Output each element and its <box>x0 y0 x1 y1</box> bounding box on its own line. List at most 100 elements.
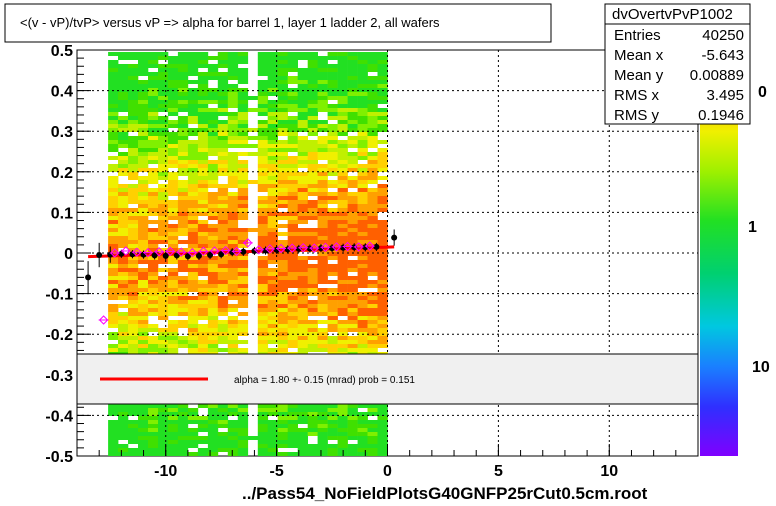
heatmap-cell <box>237 244 249 248</box>
heatmap-cell <box>267 192 278 196</box>
heatmap-cell <box>327 232 338 236</box>
heatmap-cell <box>217 52 229 56</box>
heatmap-cell <box>247 436 259 440</box>
heatmap-cell <box>138 116 149 120</box>
heatmap-cell <box>307 100 318 104</box>
heatmap-cell <box>237 212 249 216</box>
heatmap-cell <box>367 300 378 304</box>
heatmap-cell <box>187 120 199 124</box>
heatmap-cell <box>187 112 199 116</box>
heatmap-cell <box>227 192 239 196</box>
heatmap-cell <box>207 436 219 440</box>
heatmap-cell <box>317 308 328 312</box>
heatmap-cell <box>327 312 338 316</box>
heatmap-cell <box>287 200 298 204</box>
heatmap-cell <box>138 184 149 188</box>
heatmap-cell <box>177 164 189 168</box>
heatmap-cell <box>187 144 199 148</box>
heatmap-cell <box>267 132 278 136</box>
heatmap-cell <box>158 184 169 188</box>
heatmap-cell <box>148 116 159 120</box>
y-tick-label: -0.2 <box>45 327 73 344</box>
heatmap-cell <box>327 424 338 428</box>
heatmap-cell <box>357 76 368 80</box>
heatmap-cell <box>128 104 139 108</box>
heatmap-cell <box>347 436 358 440</box>
heatmap-cell <box>108 260 119 264</box>
heatmap-cell <box>337 232 348 236</box>
heatmap-cell <box>277 108 288 112</box>
heatmap-cell <box>237 436 249 440</box>
heatmap-cell <box>277 232 288 236</box>
heatmap-cell <box>148 248 159 252</box>
heatmap-cell <box>327 148 338 152</box>
heatmap-cell <box>177 432 189 436</box>
heatmap-cell <box>297 228 308 232</box>
heatmap-cell <box>377 52 388 56</box>
heatmap-cell <box>277 308 288 312</box>
heatmap-cell <box>237 340 249 344</box>
heatmap-cell <box>227 156 239 160</box>
heatmap-cell <box>297 112 308 116</box>
heatmap-cell <box>118 228 129 232</box>
heatmap-cell <box>337 308 348 312</box>
heatmap-cell <box>257 348 269 352</box>
heatmap-cell <box>337 216 348 220</box>
heatmap-cell <box>377 112 388 116</box>
heatmap-cell <box>277 152 288 156</box>
heatmap-cell <box>118 136 129 140</box>
heatmap-cell <box>187 300 199 304</box>
heatmap-cell <box>197 340 209 344</box>
heatmap-cell <box>227 304 239 308</box>
heatmap-cell <box>327 252 338 256</box>
heatmap-cell <box>327 116 338 120</box>
heatmap-cell <box>377 308 388 312</box>
heatmap-cell <box>118 452 129 456</box>
heatmap-cell <box>138 80 149 84</box>
heatmap-cell <box>287 260 298 264</box>
heatmap-cell <box>307 208 318 212</box>
heatmap-cell <box>118 208 129 212</box>
heatmap-cell <box>167 72 179 76</box>
heatmap-cell <box>317 336 328 340</box>
heatmap-cell <box>187 180 199 184</box>
heatmap-cell <box>337 128 348 132</box>
heatmap-cell <box>297 196 308 200</box>
heatmap-cell <box>317 312 328 316</box>
heatmap-cell <box>337 256 348 260</box>
heatmap-cell <box>267 88 278 92</box>
x-tick-label: 0 <box>383 463 392 480</box>
heatmap-cell <box>287 232 298 236</box>
heatmap-cell <box>217 304 229 308</box>
heatmap-cell <box>287 252 298 256</box>
heatmap-cell <box>367 420 378 424</box>
heatmap-cell <box>187 96 199 100</box>
heatmap-cell <box>337 432 348 436</box>
heatmap-cell <box>307 72 318 76</box>
heatmap-cell <box>327 432 338 436</box>
heatmap-cell <box>207 64 219 68</box>
heatmap-cell <box>138 144 149 148</box>
heatmap-cell <box>277 212 288 216</box>
heatmap-cell <box>148 96 159 100</box>
heatmap-cell <box>367 124 378 128</box>
heatmap-cell <box>337 132 348 136</box>
heatmap-cell <box>267 404 278 408</box>
heatmap-cell <box>217 432 229 436</box>
heatmap-cell <box>197 272 209 276</box>
magenta-profile-point <box>298 243 308 253</box>
heatmap-cell <box>158 164 169 168</box>
heatmap-cell <box>128 80 139 84</box>
heatmap-cell <box>138 296 149 300</box>
heatmap-cell <box>207 200 219 204</box>
heatmap-cell <box>317 448 328 452</box>
heatmap-cell <box>327 428 338 432</box>
heatmap-cell <box>317 216 328 220</box>
heatmap-cell <box>207 88 219 92</box>
heatmap-cell <box>337 300 348 304</box>
heatmap-cell <box>128 432 139 436</box>
heatmap-cell <box>257 60 269 64</box>
heatmap-cell <box>237 312 249 316</box>
heatmap-cell <box>108 308 119 312</box>
heatmap-cell <box>277 132 288 136</box>
